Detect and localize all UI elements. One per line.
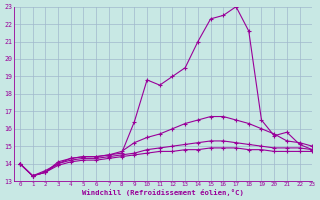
X-axis label: Windchill (Refroidissement éolien,°C): Windchill (Refroidissement éolien,°C) xyxy=(82,189,244,196)
